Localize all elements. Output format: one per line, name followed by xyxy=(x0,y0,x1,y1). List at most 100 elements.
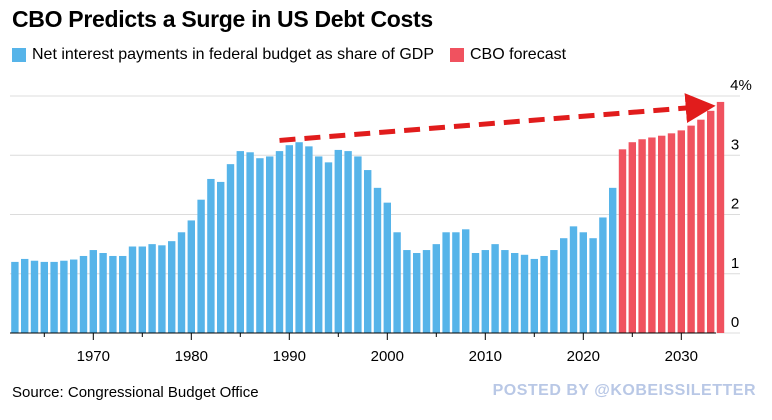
bar-historical xyxy=(393,232,401,333)
bar-historical xyxy=(383,202,391,333)
bar-historical xyxy=(256,158,264,333)
bar-historical xyxy=(324,162,333,333)
bar-historical xyxy=(168,241,176,333)
bar-historical xyxy=(30,260,39,333)
bar-historical xyxy=(187,220,195,333)
bar-historical xyxy=(79,255,88,333)
bar-historical xyxy=(334,149,342,333)
bar-historical xyxy=(99,253,107,333)
y-tick-label: 0 xyxy=(731,314,739,331)
x-tick-label: 2010 xyxy=(469,348,502,365)
bar-historical xyxy=(148,244,156,334)
bar-historical xyxy=(266,156,274,333)
x-tick-label: 1980 xyxy=(175,348,208,365)
bars xyxy=(11,101,725,334)
bar-historical xyxy=(511,253,519,333)
bar-historical xyxy=(413,253,421,333)
legend-item-forecast: CBO forecast xyxy=(450,46,566,64)
bar-forecast xyxy=(697,119,705,333)
bar-historical xyxy=(560,238,568,333)
y-tick-label: 1 xyxy=(731,255,739,272)
bar-historical xyxy=(442,232,450,333)
legend: Net interest payments in federal budget … xyxy=(12,46,582,64)
bar-historical xyxy=(344,151,352,333)
y-tick-label: 3 xyxy=(731,136,739,153)
bar-historical xyxy=(373,187,382,333)
bar-historical xyxy=(589,238,597,333)
bar-historical xyxy=(481,250,489,333)
bar-historical xyxy=(275,151,284,333)
x-tick-label: 2000 xyxy=(371,348,404,365)
legend-item-historical: Net interest payments in federal budget … xyxy=(12,46,434,64)
x-axis: 1970 1980 1990 2000 2010 2020 2030 xyxy=(10,332,716,365)
bar-historical xyxy=(364,170,372,333)
bar-historical xyxy=(119,255,127,333)
bar-historical xyxy=(226,164,235,333)
bar-historical xyxy=(285,145,293,333)
x-tick-label: 1970 xyxy=(77,348,110,365)
bar-historical xyxy=(432,244,440,334)
x-tick-label: 1990 xyxy=(273,348,306,365)
bar-forecast xyxy=(638,139,646,333)
bar-historical xyxy=(109,255,117,333)
bar-historical xyxy=(501,250,509,333)
bar-historical xyxy=(50,261,58,333)
bar-historical xyxy=(138,246,146,333)
bar-forecast xyxy=(716,101,725,334)
x-tick-label: 2020 xyxy=(567,348,600,365)
bar-historical xyxy=(70,259,78,333)
annotations xyxy=(279,93,716,143)
bar-historical xyxy=(315,156,323,333)
bar-historical xyxy=(579,232,587,333)
bar-historical xyxy=(452,232,460,333)
source-note: Source: Congressional Budget Office xyxy=(12,384,259,401)
watermark: POSTED BY @KOBEISSILETTER xyxy=(492,382,756,399)
bar-historical xyxy=(491,244,499,334)
bar-historical xyxy=(550,250,558,333)
bar-historical xyxy=(305,146,313,333)
bar-historical xyxy=(530,258,538,333)
bar-historical xyxy=(354,156,362,333)
bar-forecast xyxy=(658,135,666,333)
legend-swatch-forecast xyxy=(450,48,464,62)
bar-historical xyxy=(60,260,68,333)
trend-arrow xyxy=(279,93,716,143)
bar-historical xyxy=(21,258,29,333)
y-tick-label: 4% xyxy=(730,77,752,94)
legend-label-forecast: CBO forecast xyxy=(470,46,567,63)
bar-historical xyxy=(158,245,166,333)
bar-historical xyxy=(609,187,617,333)
bar-forecast xyxy=(618,149,627,333)
x-tick-label: 2030 xyxy=(665,348,698,365)
bar-forecast xyxy=(707,110,715,333)
bar-historical xyxy=(207,178,215,333)
bar-historical xyxy=(540,255,548,333)
bar-historical xyxy=(569,226,578,333)
bar-historical xyxy=(11,261,19,333)
bar-historical xyxy=(236,151,244,333)
bar-forecast xyxy=(648,137,656,333)
bar-historical xyxy=(177,232,186,333)
bar-historical xyxy=(462,229,470,333)
bar-historical xyxy=(128,246,137,333)
bar-historical xyxy=(246,152,254,333)
bar-forecast xyxy=(628,142,636,333)
bar-historical xyxy=(217,181,225,333)
bar-historical xyxy=(295,142,303,333)
y-axis: 0 1 2 3 4% xyxy=(730,77,752,331)
bar-historical xyxy=(40,261,48,333)
bar-historical xyxy=(520,254,529,333)
legend-swatch-historical xyxy=(12,48,26,62)
bar-forecast xyxy=(677,130,685,333)
y-tick-label: 2 xyxy=(731,196,739,213)
legend-label-historical: Net interest payments in federal budget … xyxy=(32,46,434,63)
bar-historical xyxy=(197,199,205,333)
bar-historical xyxy=(471,253,480,333)
bar-historical xyxy=(422,250,431,333)
bar-historical xyxy=(403,250,411,333)
bar-historical xyxy=(599,217,607,333)
bar-historical xyxy=(89,250,97,333)
chart-title: CBO Predicts a Surge in US Debt Costs xyxy=(12,6,433,32)
bar-forecast xyxy=(667,133,676,333)
